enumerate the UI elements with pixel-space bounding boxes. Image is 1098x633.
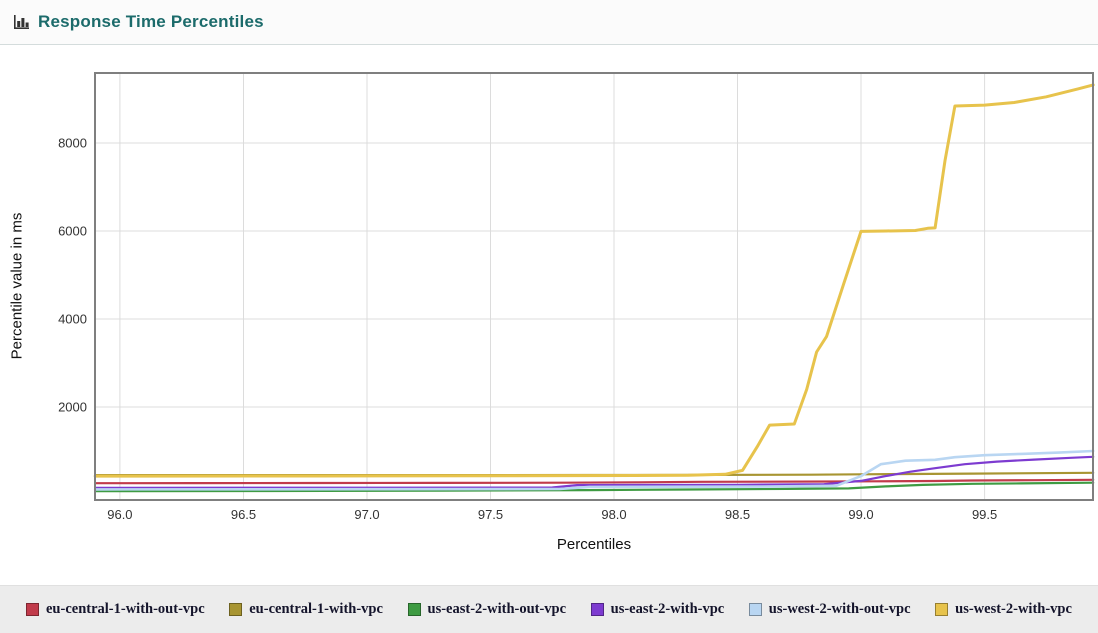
x-tick-label: 97.0 (354, 507, 379, 522)
legend-swatch (590, 603, 604, 616)
y-tick-label: 8000 (58, 136, 87, 151)
panel-header: Response Time Percentiles (0, 0, 1098, 45)
series-line-us-west-2-with-out-vpc (93, 449, 1095, 491)
series-line-eu-central-1-with-out-vpc (94, 478, 1095, 485)
legend-label: eu-central-1-with-vpc (249, 601, 383, 617)
y-tick-label: 2000 (58, 400, 87, 415)
series-line-us-east-2-with-out-vpc (94, 481, 1095, 493)
legend-item[interactable]: eu-central-1-with-out-vpc (26, 601, 205, 618)
page-title: Response Time Percentiles (38, 12, 264, 31)
y-tick-label: 4000 (58, 312, 87, 327)
x-tick-label: 98.5 (725, 507, 750, 522)
x-tick-label: 99.0 (848, 507, 873, 522)
y-tick-label: 6000 (58, 224, 87, 239)
legend-item[interactable]: us-east-2-with-out-vpc (407, 601, 567, 618)
x-tick-label: 97.5 (478, 507, 503, 522)
legend-swatch (407, 603, 421, 616)
legend-item[interactable]: eu-central-1-with-vpc (229, 601, 383, 618)
legend-swatch (229, 603, 243, 616)
legend-label: us-east-2-with-vpc (610, 601, 725, 617)
x-axis-title: Percentiles (556, 536, 632, 553)
legend-swatch (748, 603, 762, 616)
plot-background (95, 73, 1093, 500)
chart-area: 96.0 96.5 97.0 97.5 98.0 98.5 99.0 99.5 2000 4000… (0, 46, 1098, 585)
x-tick-label: 98.0 (601, 507, 626, 522)
x-tick-label: 99.5 (972, 507, 997, 522)
legend-label: us-west-2-with-out-vpc (768, 601, 911, 617)
legend: eu-central-1-with-out-vpc eu-central-1-wi… (0, 585, 1098, 633)
x-tick-label: 96.5 (231, 507, 256, 522)
legend-label: us-east-2-with-out-vpc (427, 601, 567, 617)
legend-swatch (26, 603, 39, 616)
y-axis-title: Percentile value in ms (8, 212, 26, 360)
series-line-us-east-2-with-vpc (94, 455, 1095, 489)
legend-label: us-west-2-with-vpc (955, 601, 1072, 617)
bar-chart-icon (13, 14, 30, 30)
x-tick-label: 96.0 (107, 507, 132, 522)
legend-item[interactable]: us-east-2-with-vpc (590, 601, 725, 618)
plot-border (94, 72, 1094, 501)
legend-item[interactable]: us-west-2-with-out-vpc (748, 601, 911, 618)
series-line-us-west-2-with-vpc (93, 83, 1095, 478)
chart-svg: 96.0 96.5 97.0 97.5 98.0 98.5 99.0 99.5 2000 4000… (58, 72, 1095, 522)
legend-swatch (935, 603, 949, 616)
legend-label: eu-central-1-with-out-vpc (46, 601, 205, 617)
legend-item[interactable]: us-west-2-with-vpc (935, 601, 1072, 618)
